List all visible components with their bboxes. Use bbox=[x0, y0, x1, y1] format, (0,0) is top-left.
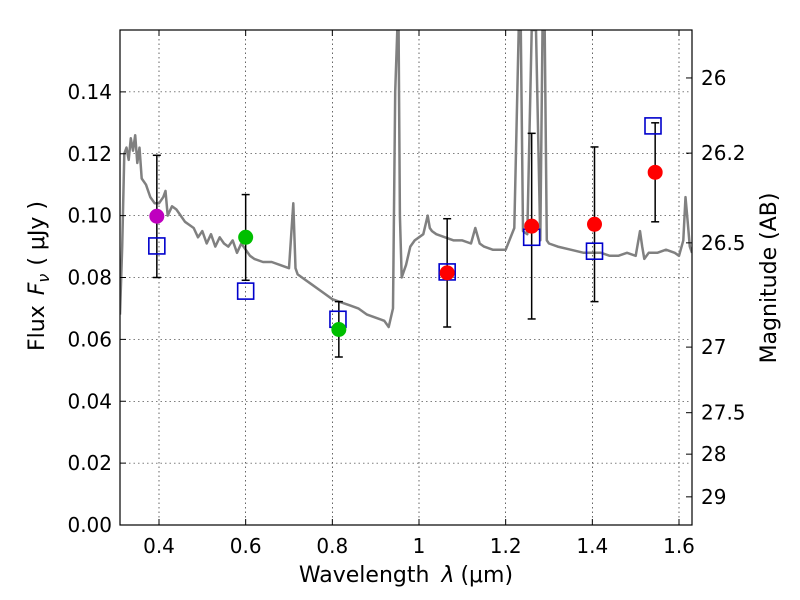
observed-photometry-point bbox=[149, 208, 165, 224]
model-photometry-square bbox=[585, 242, 604, 261]
observed-photometry-point bbox=[439, 265, 455, 281]
x-tick-label: 0.8 bbox=[316, 534, 348, 558]
y-tick-label: 0.14 bbox=[67, 80, 112, 104]
model-spectrum-line bbox=[120, 30, 692, 329]
magnitude-tick-label: 29 bbox=[701, 485, 726, 509]
y-tick-label: 0.12 bbox=[67, 142, 112, 166]
observed-photometry-point bbox=[238, 229, 254, 245]
x-axis-label: Wavelength λ (μm) bbox=[299, 563, 513, 588]
magnitude-tick-label: 28 bbox=[701, 442, 726, 466]
x-axis-label-unit: (μm) bbox=[460, 563, 513, 588]
x-tick-label: 1.4 bbox=[576, 534, 608, 558]
magnitude-tick-label: 26.2 bbox=[701, 141, 746, 165]
model-photometry-square bbox=[148, 237, 166, 255]
y-tick-label: 0.08 bbox=[67, 266, 112, 290]
observed-photometry-point bbox=[331, 321, 347, 337]
y-axis-label-symbol: F bbox=[25, 282, 50, 295]
observed-photometry-point bbox=[647, 164, 663, 180]
magnitude-tick-label: 27.5 bbox=[701, 401, 746, 425]
magnitude-tick-label: 26.5 bbox=[701, 231, 746, 255]
y-axis-label-unit: ( μJy ) bbox=[25, 201, 50, 266]
y-tick-label: 0.04 bbox=[67, 389, 112, 413]
data-points-layer bbox=[148, 117, 663, 358]
x-tick-label: 1 bbox=[413, 534, 426, 558]
x-axis-label-prefix: Wavelength bbox=[299, 563, 430, 588]
x-tick-label: 1.2 bbox=[490, 534, 522, 558]
x-tick-label: 0.6 bbox=[230, 534, 262, 558]
magnitude-tick-label: 26 bbox=[701, 66, 726, 90]
grid bbox=[120, 30, 692, 526]
y-axis-label-prefix: Flux bbox=[25, 305, 50, 351]
y-tick-label: 0.02 bbox=[67, 451, 112, 475]
magnitude-axis-label: Magnitude (AB) bbox=[757, 193, 782, 364]
magnitude-axis-ticks: 26 26.2 26.5 27 27.5 28 29 bbox=[686, 66, 746, 509]
x-tick-label: 0.4 bbox=[143, 534, 175, 558]
x-axis-ticks: 0.4 0.6 0.8 1 1.2 1.4 1.6 bbox=[143, 30, 695, 558]
y-axis-label-subscript: ν bbox=[34, 274, 53, 283]
model-photometry-square bbox=[236, 282, 255, 300]
y-tick-label: 0.10 bbox=[67, 204, 112, 228]
observed-photometry-point bbox=[587, 216, 602, 232]
y-tick-label: 0.06 bbox=[67, 327, 112, 351]
x-tick-label: 1.6 bbox=[663, 534, 695, 558]
y-tick-label: 0.00 bbox=[67, 513, 112, 537]
model-photometry-square bbox=[644, 117, 662, 135]
x-axis-label-symbol: λ bbox=[440, 563, 454, 588]
y-axis-ticks: 0.00 0.02 0.04 0.06 0.08 0.10 0.12 0.14 bbox=[67, 80, 126, 537]
magnitude-tick-label: 27 bbox=[701, 335, 726, 359]
observed-photometry-point bbox=[524, 218, 540, 234]
model-spectrum-layer bbox=[120, 30, 692, 329]
y-axis-label: Flux Fν ( μJy ) bbox=[25, 201, 53, 351]
